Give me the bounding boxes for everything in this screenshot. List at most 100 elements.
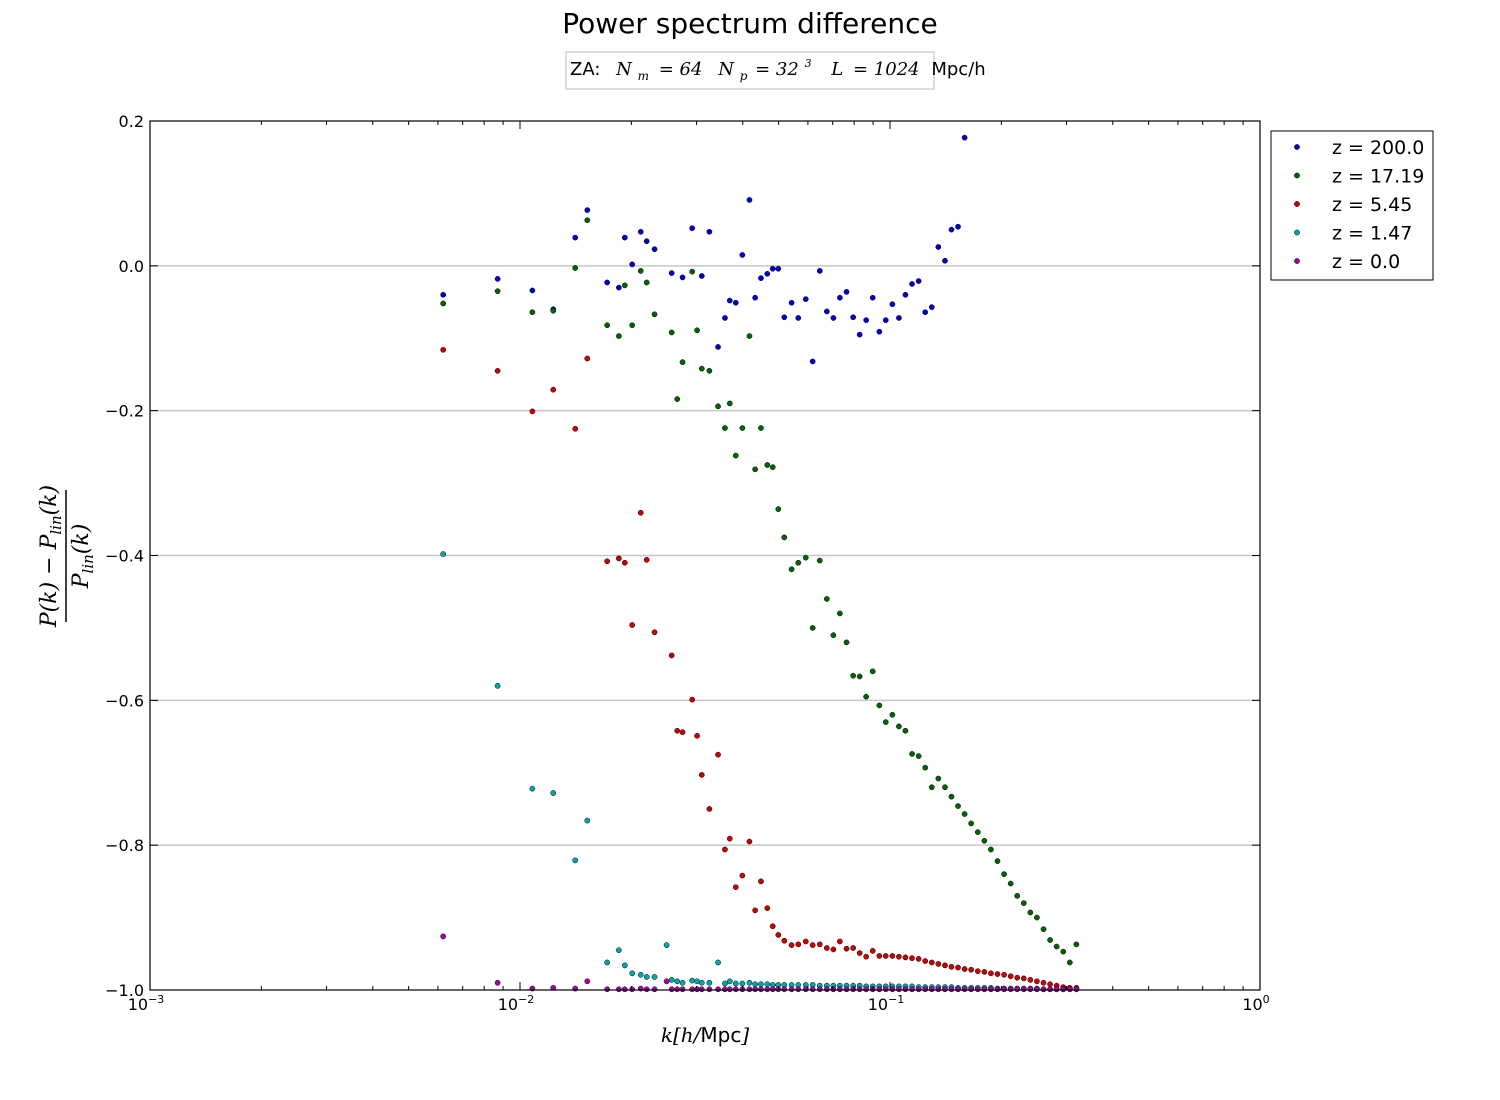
data-point xyxy=(823,945,830,951)
y-label-num-main: P(k) − P xyxy=(37,533,62,628)
subtitle-nm-sub: m xyxy=(638,69,649,83)
data-point xyxy=(830,632,837,639)
data-point xyxy=(915,956,922,962)
data-point xyxy=(902,986,909,993)
data-point xyxy=(1001,871,1007,877)
data-point xyxy=(830,946,837,953)
data-point xyxy=(948,963,955,970)
data-point xyxy=(974,968,981,975)
data-point xyxy=(663,942,670,948)
x-axis-label-unit: Mpc xyxy=(700,1023,741,1047)
data-point xyxy=(529,287,536,294)
data-point xyxy=(732,986,739,993)
data-point xyxy=(769,464,776,470)
data-point xyxy=(706,806,713,812)
data-point xyxy=(955,803,961,809)
data-point xyxy=(604,322,611,329)
data-point xyxy=(961,966,968,972)
legend-marker xyxy=(1294,144,1300,150)
data-point xyxy=(739,252,746,258)
data-point xyxy=(758,878,764,885)
x-tick-labels: 10−3 10−2 10−1 100 xyxy=(128,993,1270,1014)
data-point xyxy=(1060,986,1067,993)
data-point xyxy=(968,966,975,973)
data-point xyxy=(764,462,771,468)
data-point xyxy=(896,315,902,321)
data-point xyxy=(1020,986,1027,993)
legend-marker xyxy=(1294,229,1300,236)
data-point xyxy=(584,207,591,213)
data-point xyxy=(550,386,557,393)
data-point xyxy=(889,711,896,718)
data-point xyxy=(739,425,746,431)
data-point xyxy=(494,276,501,282)
data-point xyxy=(668,977,675,983)
data-point xyxy=(1073,986,1080,993)
subtitle-l-unit: Mpc/h xyxy=(931,59,985,80)
data-point xyxy=(968,986,975,993)
y-tick-label: 0.0 xyxy=(119,257,144,276)
data-point xyxy=(629,261,636,268)
data-point xyxy=(795,941,802,948)
data-point xyxy=(856,986,863,993)
data-point xyxy=(788,299,795,306)
data-point xyxy=(764,905,771,912)
data-point xyxy=(584,817,591,824)
data-point xyxy=(816,986,823,993)
data-point xyxy=(689,986,696,993)
data-point xyxy=(758,275,764,281)
data-point xyxy=(758,425,764,431)
data-point xyxy=(830,986,837,993)
x-axis-label: k[h/Mpc] xyxy=(661,1023,750,1047)
data-point xyxy=(935,986,942,993)
data-point xyxy=(739,980,746,987)
data-point xyxy=(781,986,788,993)
data-point xyxy=(856,673,863,680)
data-point xyxy=(769,265,776,272)
data-point xyxy=(679,359,686,365)
data-point xyxy=(882,719,889,725)
data-point xyxy=(722,425,728,431)
data-point xyxy=(922,958,929,964)
data-point xyxy=(955,223,961,230)
data-point xyxy=(823,986,830,993)
data-point xyxy=(882,986,889,993)
data-point xyxy=(1034,914,1040,921)
data-point xyxy=(942,986,948,993)
legend-label: z = 5.45 xyxy=(1332,194,1412,216)
data-point xyxy=(788,986,795,993)
y-axis-label-denominator: Plin(k) xyxy=(69,524,97,590)
data-point xyxy=(915,753,922,759)
data-point xyxy=(1053,986,1060,993)
data-point xyxy=(922,764,929,771)
data-point xyxy=(850,314,856,321)
y-tick-label: −0.4 xyxy=(105,547,144,566)
data-point xyxy=(550,307,557,314)
data-point xyxy=(494,288,501,295)
data-point xyxy=(809,986,816,993)
data-point xyxy=(494,683,501,689)
data-point xyxy=(722,846,728,853)
data-point xyxy=(896,953,902,960)
data-point xyxy=(726,978,733,985)
subtitle-np-value: = 32 xyxy=(755,59,799,80)
data-point xyxy=(1066,986,1073,993)
data-point xyxy=(758,986,764,993)
subtitle-np-sub: p xyxy=(740,69,748,83)
data-point xyxy=(752,294,758,301)
data-point xyxy=(679,729,686,736)
data-point xyxy=(902,727,909,734)
data-point xyxy=(981,969,988,975)
legend-label: z = 0.0 xyxy=(1332,251,1400,273)
data-point xyxy=(896,723,902,730)
data-point xyxy=(902,954,909,961)
legend-marker xyxy=(1294,258,1300,264)
data-point xyxy=(572,425,579,432)
data-point xyxy=(643,974,650,980)
data-point xyxy=(706,228,713,235)
data-point xyxy=(928,784,935,791)
data-point xyxy=(994,858,1001,864)
data-point xyxy=(788,566,795,573)
data-point xyxy=(942,784,948,791)
